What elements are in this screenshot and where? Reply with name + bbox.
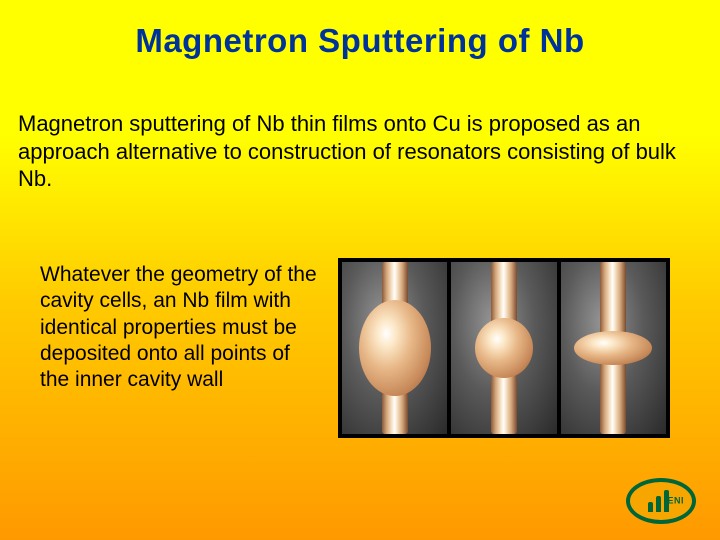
ieni-logo: IENI	[626, 478, 696, 524]
intro-paragraph: Magnetron sputtering of Nb thin films on…	[18, 110, 690, 193]
cavity-photo-strip	[338, 258, 670, 438]
slide-title: Magnetron Sputtering of Nb	[0, 0, 720, 60]
slide: Magnetron Sputtering of Nb Magnetron spu…	[0, 0, 720, 540]
cavity-photo-disc	[561, 262, 666, 434]
cavity-photo-spherical	[451, 262, 556, 434]
cavity-bulb	[359, 300, 431, 396]
cavity-bulb	[574, 331, 652, 365]
cavity-bulb	[475, 318, 533, 378]
logo-oval-icon: IENI	[626, 478, 696, 524]
logo-text: IENI	[664, 497, 684, 506]
cavity-photo-elliptical	[342, 262, 447, 434]
secondary-paragraph: Whatever the geometry of the cavity cell…	[40, 262, 320, 393]
